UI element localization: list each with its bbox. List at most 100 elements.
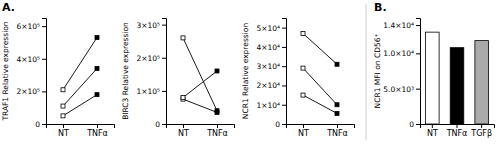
y-tick-label: 2×10⁵ xyxy=(136,54,160,63)
y-tick-label: 0 xyxy=(35,120,40,129)
bar xyxy=(475,41,489,124)
x-axis: NT TNFα xyxy=(47,124,115,138)
panel-label: B. xyxy=(374,1,387,14)
y-tick-mark xyxy=(42,59,46,60)
y-tick-mark xyxy=(42,91,46,92)
marker xyxy=(95,36,99,40)
y-tick-mark xyxy=(416,89,420,90)
x-axis: NTTNFαTGFβ xyxy=(421,124,495,138)
y-tick-mark xyxy=(282,85,286,86)
x-tick-mark xyxy=(457,124,458,128)
marker xyxy=(61,104,65,108)
x-tick-mark xyxy=(63,124,64,128)
x-tick-label: NT xyxy=(58,129,69,138)
bar xyxy=(450,48,464,124)
y-axis-title: TRAF1 Relative expression xyxy=(1,21,10,121)
marker xyxy=(61,88,65,92)
y-tick-label: 1×10⁴ xyxy=(256,101,280,110)
y-tick-mark xyxy=(282,124,286,125)
y-tick: 2×10⁵ xyxy=(136,54,166,63)
y-axis-title: NCR1 MFI on CD56⁺ xyxy=(373,34,382,109)
y-tick-label: 3×10⁵ xyxy=(136,21,160,30)
y-tick-mark xyxy=(282,66,286,67)
y-tick: 1.0×10⁴ xyxy=(383,49,420,58)
x-tick: TNFα xyxy=(326,124,348,138)
y-axis: 0 2×10⁵ 4×10⁵ 6×10⁵ xyxy=(16,19,46,129)
marker xyxy=(335,62,339,66)
panel-label: A. xyxy=(2,1,15,14)
x-axis-line xyxy=(287,125,355,129)
y-tick-mark xyxy=(42,124,46,125)
panel: 0 5.0×10³ 1.0×10⁴ 1.4×10⁴ NTTNFαTGFβ xyxy=(383,19,494,138)
y-tick-label: 3×10⁴ xyxy=(256,62,280,71)
y-axis-line xyxy=(282,19,287,125)
x-tick-label: TNFα xyxy=(446,129,468,138)
y-tick: 5.0×10³ xyxy=(383,85,420,94)
y-tick: 2×10⁵ xyxy=(16,87,46,96)
line xyxy=(63,95,97,116)
x-tick-label: NT xyxy=(298,129,309,138)
x-tick-label: TGFβ xyxy=(470,129,492,138)
marker xyxy=(335,103,339,107)
x-tick-label: TNFα xyxy=(326,129,348,138)
marker xyxy=(61,114,65,118)
y-tick-mark xyxy=(282,47,286,48)
x-tick-label: NT xyxy=(178,129,189,138)
y-tick-label: 4×10⁵ xyxy=(16,55,40,64)
y-axis-line xyxy=(42,19,47,125)
marker xyxy=(181,36,185,40)
x-tick: NT xyxy=(178,124,189,138)
y-axis-title: BIRC3 Relative expression xyxy=(121,22,130,120)
separator xyxy=(366,4,367,140)
marker xyxy=(95,93,99,97)
bar xyxy=(426,32,440,124)
x-tick: NT xyxy=(58,124,69,138)
x-tick-mark xyxy=(432,124,433,128)
y-axis-title: NCR1 Relative expression xyxy=(241,23,250,120)
x-tick-mark xyxy=(303,124,304,128)
y-tick-label: 0 xyxy=(409,120,414,129)
x-axis-line xyxy=(167,125,235,129)
y-tick: 6×10⁵ xyxy=(16,22,46,31)
marker xyxy=(95,67,99,71)
y-tick: 4×10⁴ xyxy=(256,43,286,52)
y-tick: 0 xyxy=(155,120,166,129)
plot-area xyxy=(301,31,339,115)
x-tick-mark xyxy=(217,124,218,128)
line xyxy=(303,68,337,105)
y-tick-mark xyxy=(416,25,420,26)
y-axis-line xyxy=(162,19,167,125)
marker xyxy=(215,69,219,73)
y-tick: 0 xyxy=(275,120,286,129)
y-tick: 1.4×10⁴ xyxy=(383,21,420,30)
x-tick-label: TNFα xyxy=(86,129,108,138)
y-tick: 1×10⁵ xyxy=(136,87,166,96)
y-tick-mark xyxy=(162,124,166,125)
y-tick-label: 5×10⁴ xyxy=(256,24,280,33)
y-tick-mark xyxy=(282,28,286,29)
y-axis: 0 5.0×10³ 1.0×10⁴ 1.4×10⁴ xyxy=(383,19,420,129)
x-axis-line xyxy=(421,125,495,129)
y-tick-mark xyxy=(42,26,46,27)
plot-area xyxy=(61,36,99,118)
y-tick-mark xyxy=(162,25,166,26)
panel: 0 1×10⁴ 2×10⁴ 3×10⁴ 4×10⁴ 5×10⁴ NT TNFα xyxy=(256,19,354,138)
x-tick: TNFα xyxy=(86,124,108,138)
y-axis-line xyxy=(416,19,421,125)
y-tick-mark xyxy=(282,105,286,106)
x-axis: NT TNFα xyxy=(287,124,355,138)
y-tick-label: 0 xyxy=(275,120,280,129)
x-tick-mark xyxy=(337,124,338,128)
line xyxy=(63,38,97,90)
marker xyxy=(181,96,185,100)
line xyxy=(303,95,337,113)
plot-area xyxy=(181,36,219,115)
x-tick-label: TNFα xyxy=(206,129,228,138)
y-tick: 5×10⁴ xyxy=(256,24,286,33)
y-tick-label: 2×10⁵ xyxy=(16,87,40,96)
y-tick-label: 0 xyxy=(155,120,160,129)
y-tick: 1×10⁴ xyxy=(256,101,286,110)
line xyxy=(303,33,337,64)
x-axis: NT TNFα xyxy=(167,124,235,138)
y-tick: 2×10⁴ xyxy=(256,81,286,90)
